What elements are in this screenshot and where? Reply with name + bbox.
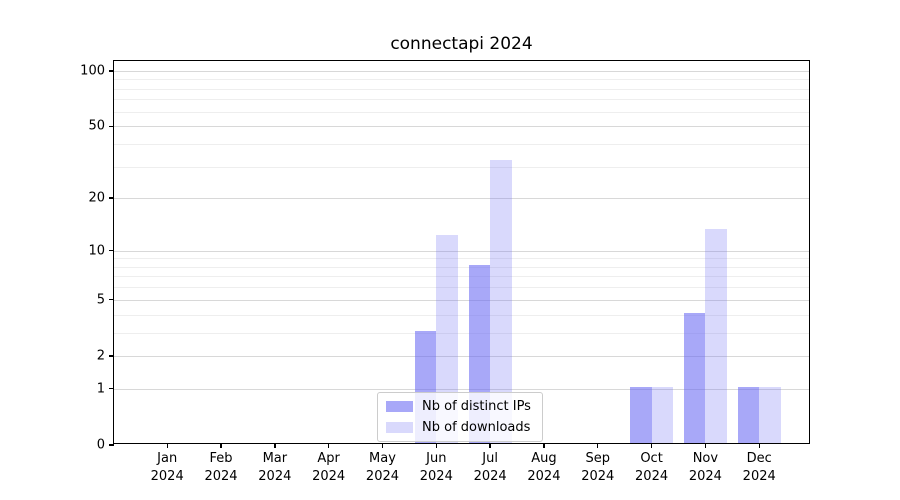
x-tick-label-apr: Apr 2024 (312, 451, 346, 484)
gridline-20 (114, 198, 809, 200)
y-tick-label-5: 5 (96, 292, 105, 308)
legend-item-downloads: Nb of downloads (386, 420, 531, 435)
x-tick-label-jul: Jul 2024 (473, 451, 507, 484)
x-tick (758, 443, 760, 448)
x-tick (543, 443, 545, 448)
legend-item-distinct-ips: Nb of distinct IPs (386, 399, 531, 414)
legend-swatch-downloads (386, 422, 413, 433)
plot-area: 0 1 2 5 10 20 50 100 Jan 2024 Feb 2024 Mar 2024 Apr 20… (80, 60, 810, 484)
y-tick-label-20: 20 (88, 190, 105, 206)
y-tick (109, 249, 114, 252)
gridline-60 (114, 111, 809, 113)
x-tick (327, 443, 330, 448)
gridline-70 (114, 99, 809, 101)
x-tick (597, 443, 599, 448)
gridline-1 (114, 388, 809, 390)
bar-nov-nb-of-distinct-ips (683, 312, 706, 443)
x-tick-label-oct: Oct 2024 (635, 451, 669, 484)
y-tick (109, 70, 114, 72)
legend-label-downloads: Nb of downloads (422, 420, 531, 435)
x-tick-label-jan: Jan 2024 (150, 451, 184, 484)
legend-label-distinct-ips: Nb of distinct IPs (422, 399, 531, 414)
x-tick (435, 443, 437, 448)
gridline-30 (114, 166, 809, 168)
x-tick (704, 443, 707, 448)
x-tick (489, 443, 491, 448)
y-tick (109, 444, 114, 446)
y-tick-label-10: 10 (88, 243, 105, 259)
chart-title: connectapi 2024 (390, 34, 533, 54)
y-tick (109, 388, 114, 390)
y-tick-label-50: 50 (88, 118, 105, 134)
bar-dec-nb-of-downloads (759, 386, 781, 443)
gridline-100 (114, 70, 809, 72)
x-tick (381, 443, 384, 448)
x-tick-label-sep: Sep 2024 (581, 451, 615, 484)
x-tick-label-aug: Aug 2024 (527, 451, 561, 484)
x-tick-label-feb: Feb 2024 (204, 451, 238, 484)
x-tick-label-jun: Jun 2024 (419, 451, 453, 484)
gridline-40 (114, 143, 809, 145)
y-tick (109, 299, 114, 301)
bar-oct-nb-of-distinct-ips (630, 386, 652, 443)
gridline-5 (114, 299, 809, 301)
gridline-9 (114, 258, 809, 260)
gridline-2 (114, 355, 809, 357)
gridline-6 (114, 287, 809, 289)
legend-swatch-distinct-ips (386, 401, 413, 412)
y-tick-label-100: 100 (80, 63, 105, 79)
x-tick (220, 443, 222, 448)
bar-jun-nb-of-downloads (436, 235, 458, 443)
y-tick-label-0: 0 (96, 437, 105, 453)
y-tick (109, 197, 114, 199)
bar-oct-nb-of-downloads (651, 386, 674, 443)
gridline-80 (114, 88, 809, 90)
bar-dec-nb-of-distinct-ips (737, 386, 760, 443)
y-tick (109, 125, 114, 127)
x-tick-label-dec: Dec 2024 (742, 451, 776, 484)
gridline-7 (114, 276, 809, 278)
legend: Nb of distinct IPs Nb of downloads (377, 392, 543, 442)
gridline-4 (114, 314, 809, 316)
gridline-8 (114, 266, 809, 268)
y-tick-label-1: 1 (96, 381, 105, 397)
x-tick (650, 443, 653, 448)
bar-nov-nb-of-downloads (705, 229, 727, 443)
y-tick-label-2: 2 (96, 348, 105, 364)
gridline-50 (114, 126, 809, 128)
x-tick-label-mar: Mar 2024 (258, 451, 292, 484)
x-tick-label-may: May 2024 (365, 451, 400, 484)
gridline-3 (114, 332, 809, 334)
x-tick-label-nov: Nov 2024 (688, 451, 722, 484)
y-tick (109, 355, 114, 357)
gridline-10 (114, 250, 809, 252)
x-tick (166, 443, 168, 448)
gridline-90 (114, 79, 809, 81)
bar-jul-nb-of-downloads (490, 159, 512, 443)
x-tick (274, 443, 276, 448)
